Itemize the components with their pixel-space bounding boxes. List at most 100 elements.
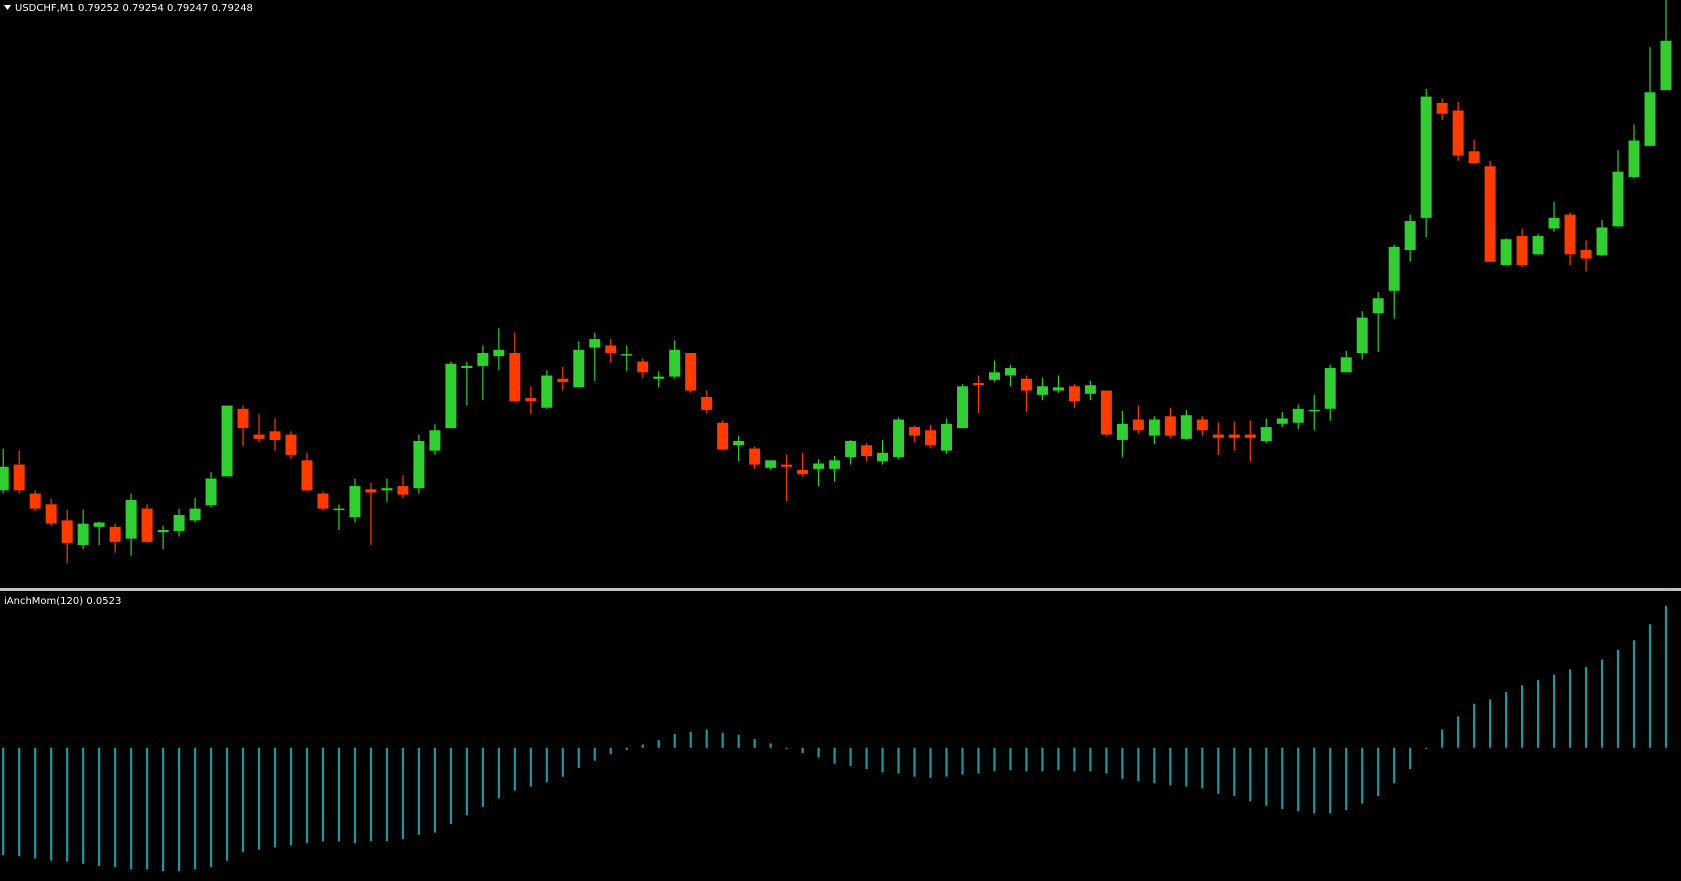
candle-body <box>1004 368 1016 376</box>
candle-body <box>717 422 729 450</box>
candle-body <box>125 500 137 539</box>
candle-body <box>685 353 697 391</box>
candle-body <box>589 339 601 348</box>
candle-body <box>349 486 361 518</box>
candle-body <box>1116 423 1128 440</box>
candle-body <box>1452 110 1464 156</box>
candle-body <box>237 408 249 429</box>
candle-body <box>893 419 905 458</box>
candle-body <box>461 365 473 369</box>
candle-body <box>445 363 457 429</box>
candle-body <box>1052 387 1064 391</box>
candle-body <box>909 427 921 436</box>
candle-body <box>285 434 297 455</box>
candle-body <box>13 464 25 491</box>
candle-body <box>45 504 57 524</box>
candle-body <box>1180 415 1192 439</box>
candle-body <box>509 353 521 402</box>
candle-body <box>925 430 937 446</box>
candle-body <box>141 508 153 542</box>
candle-body <box>637 361 649 373</box>
candle-body <box>1516 236 1528 266</box>
candle-body <box>1436 103 1448 114</box>
candle-body <box>877 452 889 462</box>
candle-body <box>1292 408 1304 423</box>
candle-body <box>29 493 41 509</box>
candle-body <box>109 526 121 542</box>
candle-body <box>269 431 281 440</box>
candle-body <box>1644 92 1656 146</box>
candle-body <box>1276 418 1288 424</box>
candle-body <box>733 441 745 446</box>
candle-body <box>365 489 377 493</box>
candle-body <box>1212 434 1224 438</box>
candle-body <box>845 441 857 458</box>
candle-body <box>61 520 73 543</box>
candle-body <box>1372 298 1384 314</box>
candle-body <box>253 434 265 439</box>
candle-body <box>1468 151 1480 164</box>
candle-body <box>988 372 1000 380</box>
symbol-header: USDCHF,M1 0.79252 0.79254 0.79247 0.7924… <box>15 3 253 14</box>
candle-body <box>1260 427 1272 441</box>
candle-body <box>301 460 313 491</box>
candle-body <box>1404 221 1416 251</box>
candle-body <box>1100 390 1112 435</box>
candle-body <box>1228 434 1240 438</box>
candle-body <box>1340 357 1352 373</box>
indicator-label: iAnchMom(120) 0.0523 <box>4 596 121 607</box>
collapse-arrow[interactable] <box>4 5 11 10</box>
panel-separator[interactable] <box>0 588 1681 591</box>
candle-body <box>1564 214 1576 255</box>
candle-body <box>1548 217 1560 229</box>
candle-body <box>381 488 393 491</box>
candle-body <box>317 493 329 509</box>
candle-body <box>669 349 681 377</box>
candle-body <box>157 530 169 533</box>
candle-body <box>1036 386 1048 395</box>
candle-body <box>1148 419 1160 436</box>
candle-body <box>1660 40 1672 91</box>
candle-body <box>1420 96 1432 218</box>
candle-body <box>333 508 345 511</box>
candle-body <box>413 441 425 489</box>
candle-body <box>1484 166 1496 262</box>
candle-body <box>541 375 553 408</box>
candle-body <box>861 445 873 457</box>
candle-body <box>653 376 665 379</box>
candle-body <box>1612 171 1624 227</box>
candle-body <box>1596 227 1608 256</box>
candle-body <box>477 353 489 366</box>
candle-body <box>93 522 105 527</box>
candle-body <box>493 349 505 357</box>
candle-body <box>1308 409 1320 412</box>
candle-body <box>1388 246 1400 291</box>
candle-body <box>77 523 89 546</box>
candle-body <box>972 383 984 386</box>
candle-body <box>0 466 9 491</box>
candle-body <box>205 478 217 506</box>
candle-body <box>1164 416 1176 436</box>
candle-body <box>1356 317 1368 354</box>
candle-body <box>797 469 809 475</box>
candle-body <box>1324 368 1336 409</box>
candle-body <box>1628 140 1640 178</box>
candle-body <box>781 464 793 467</box>
candle-body <box>557 378 569 382</box>
candle-body <box>1244 434 1256 438</box>
candle-body <box>1580 250 1592 259</box>
candle-body <box>1500 239 1512 266</box>
candle-body <box>429 430 441 451</box>
candle-body <box>1196 419 1208 431</box>
candle-body <box>957 386 969 429</box>
candle-body <box>221 405 233 477</box>
candle-body <box>765 460 777 468</box>
candle-body <box>749 448 761 465</box>
candle-body <box>1020 378 1032 391</box>
candle-body <box>1132 419 1144 431</box>
candle-body <box>173 515 185 532</box>
candle-body <box>829 460 841 469</box>
